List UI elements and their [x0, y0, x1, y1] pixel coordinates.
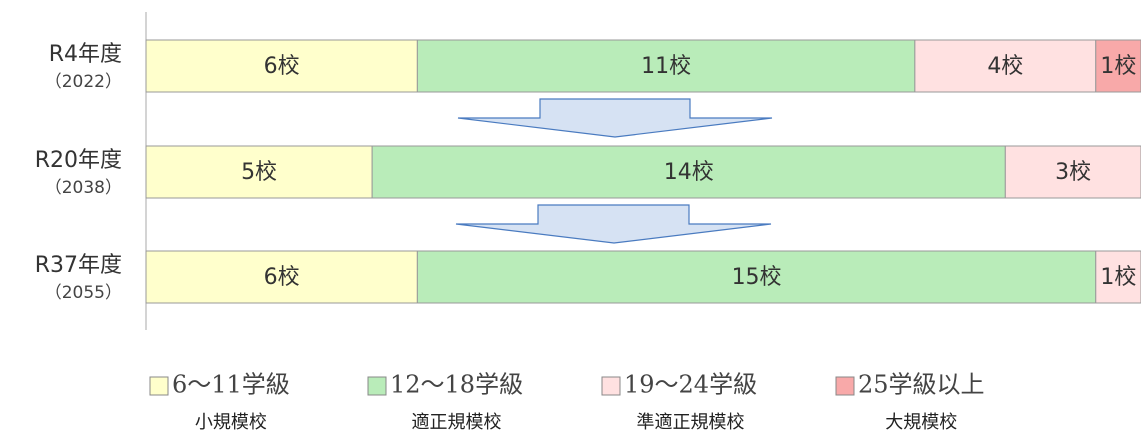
legend-swatch — [601, 376, 621, 396]
data-label: 6校 — [264, 54, 300, 79]
data-label: 15校 — [732, 265, 782, 290]
data-label: 5校 — [241, 160, 277, 185]
category-year: （2055） — [45, 283, 122, 303]
legend-description: 大規模校 — [885, 412, 957, 433]
category-label: R20年度 — [35, 148, 122, 173]
bar-segment — [145, 39, 418, 93]
data-label: 6校 — [264, 265, 300, 290]
legend-swatch — [367, 376, 387, 396]
legend-swatch — [149, 376, 169, 396]
bar-segment — [1095, 250, 1141, 304]
bar-segment — [416, 39, 916, 93]
legend-swatch — [835, 376, 855, 396]
bar-segment — [371, 145, 1006, 199]
legend-description: 適正規模校 — [412, 412, 502, 433]
data-label: 4校 — [987, 54, 1023, 79]
data-label: 1校 — [1100, 54, 1136, 79]
legend-label: 19～24学級 — [624, 371, 757, 399]
category-label: R37年度 — [35, 253, 122, 278]
legend-label: 6～11学級 — [172, 371, 290, 399]
data-label: 1校 — [1100, 265, 1136, 290]
data-label: 11校 — [641, 54, 691, 79]
legend-label: 25学級以上 — [858, 371, 985, 399]
legend-label: 12～18学級 — [390, 371, 523, 399]
category-year: （2022） — [45, 72, 122, 92]
category-year: （2038） — [45, 178, 122, 198]
legend-description: 準適正規模校 — [637, 412, 745, 433]
data-label: 14校 — [664, 160, 714, 185]
legend-description: 小規模校 — [195, 412, 267, 433]
arrow — [457, 98, 773, 138]
data-label: 3校 — [1055, 160, 1091, 185]
category-label: R4年度 — [49, 42, 122, 67]
bar-segment — [1004, 145, 1141, 199]
bar-segment — [914, 39, 1097, 93]
arrow — [455, 204, 772, 244]
bar-segment — [145, 250, 418, 304]
